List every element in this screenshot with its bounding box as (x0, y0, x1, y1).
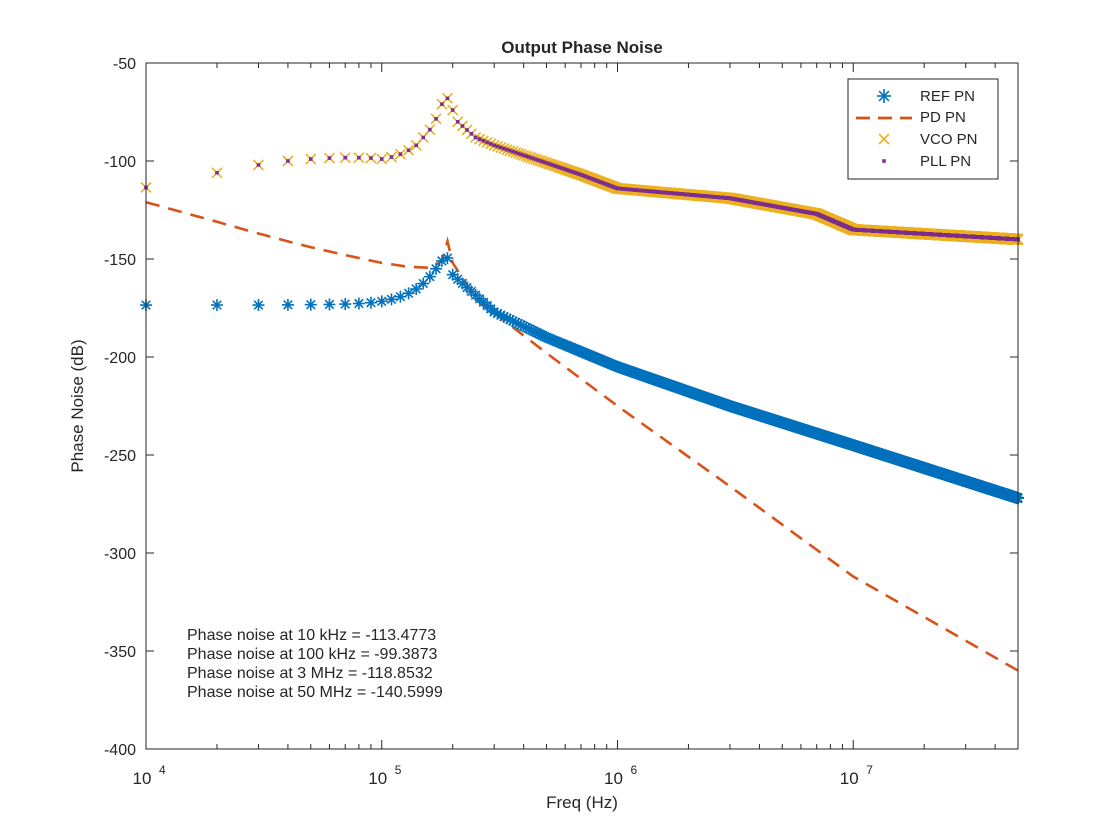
ref-pn-point (353, 297, 365, 309)
chart-title: Output Phase Noise (501, 38, 663, 57)
ref-pn-point (305, 299, 317, 311)
ref-pn-point (410, 283, 422, 295)
ref-pn-point (252, 299, 264, 311)
ref-pn-point (323, 298, 335, 310)
ref-pn-point (430, 263, 442, 275)
ref-pn-point (282, 299, 294, 311)
ref-pn-point (376, 295, 388, 307)
ref-pn-point (211, 299, 223, 311)
ref-pn-point (424, 271, 436, 283)
ref-pn-point (365, 297, 377, 309)
ref-pn-point (441, 252, 453, 264)
ref-pn-point (385, 293, 397, 305)
ref-pn-point (339, 298, 351, 310)
